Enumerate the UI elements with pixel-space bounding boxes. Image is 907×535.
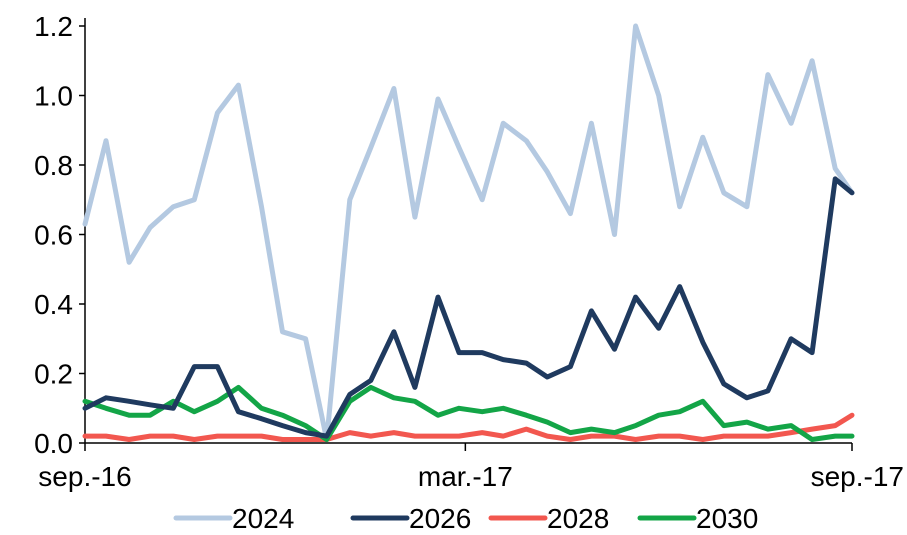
series-layer [82,23,855,442]
y-tick-label: 0.4 [34,289,73,320]
y-tick-label: 0.8 [34,150,73,181]
legend-label-2024: 2024 [232,503,294,530]
series-line-2030 [82,384,855,442]
x-tick-label: sep.-16 [38,461,131,492]
y-tick-label: 0.6 [34,220,73,251]
legend-label-2030: 2030 [696,503,758,530]
axes [79,18,853,451]
series-line-2024 [82,23,855,442]
legend: 2024 2026 2028 2030 [173,503,758,534]
y-tick-label: 1.0 [34,81,73,112]
legend-label-2028: 2028 [547,503,609,530]
y-tick-label: 0.2 [34,359,73,390]
series-line-2028 [82,412,855,442]
series-line-2026 [82,176,855,439]
tick-labels: 0.0 0.2 0.4 0.6 0.8 1.0 1.2 sep.-16 mar.-17 sep.-… [34,11,904,492]
y-tick-label: 0.0 [34,428,73,459]
x-tick-label: mar.-17 [418,461,513,492]
y-tick-label: 1.2 [34,11,73,42]
x-tick-label: sep.-17 [811,461,904,492]
legend-label-2026: 2026 [409,503,471,530]
